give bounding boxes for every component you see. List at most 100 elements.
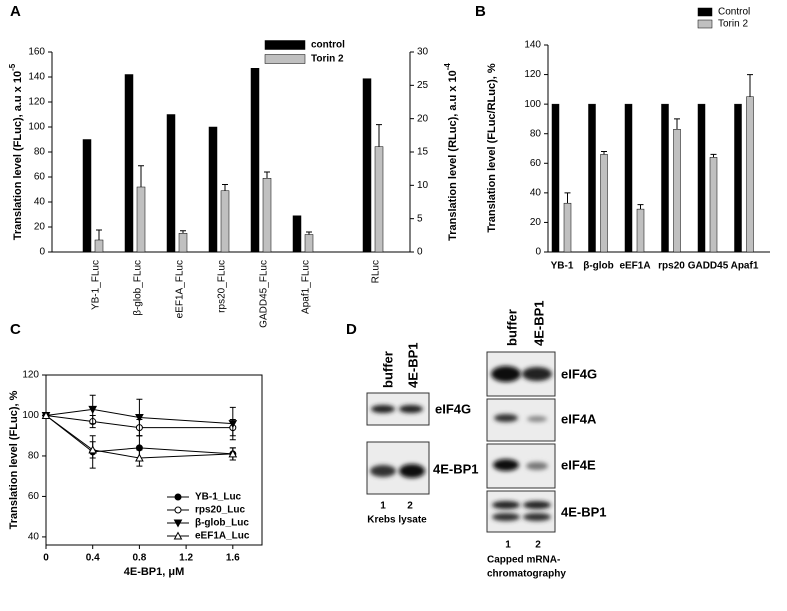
y2-axis-label: Translation level (RLuc), a.u x 10-4 — [443, 63, 459, 241]
y-tick-label: 60 — [28, 491, 40, 502]
x-tick-label: β-glob — [583, 261, 614, 272]
bar — [673, 129, 681, 253]
lane-header: 4E-BP1 — [405, 342, 420, 388]
blots: buffer 4E-BP1 eIF4G 4E-BP1 1 2 Krebs lys… — [366, 300, 607, 580]
y2-tick-label: 30 — [417, 47, 429, 58]
y2-tick-label: 5 — [417, 213, 423, 224]
y-tick-label: 40 — [28, 532, 40, 543]
legend-label: YB-1_Luc — [195, 492, 242, 503]
x-tick-label: 1.6 — [226, 553, 240, 564]
bar — [709, 157, 718, 253]
marker — [228, 449, 238, 458]
bar — [374, 146, 384, 253]
marker — [228, 420, 238, 429]
legend-label: control — [311, 40, 345, 51]
lane-header: 4E-BP1 — [531, 300, 546, 346]
blot-label: 4E-BP1 — [433, 461, 479, 476]
series-line — [45, 414, 233, 429]
y-tick-label: 120 — [28, 97, 45, 108]
bar — [220, 190, 230, 253]
y-tick-label: 20 — [530, 217, 542, 228]
y-tick-label: 80 — [28, 451, 40, 462]
blot-caption: Capped mRNA- — [487, 555, 560, 566]
x-tick-label: Apaf1_FLuc — [301, 260, 312, 314]
bar — [551, 103, 560, 253]
band — [526, 462, 548, 470]
y-tick-label: 40 — [34, 197, 46, 208]
error-bar — [674, 118, 680, 130]
y-tick-label: 120 — [524, 69, 541, 80]
series-line — [45, 415, 233, 459]
bar — [563, 202, 572, 253]
legend-label: β-glob_Luc — [195, 518, 249, 529]
bar — [600, 154, 608, 253]
bar — [292, 215, 302, 253]
bar — [94, 239, 104, 253]
band — [371, 405, 395, 413]
blot-label: eIF4G — [561, 366, 597, 381]
y-tick-label: 80 — [34, 147, 46, 158]
bar — [588, 103, 596, 253]
bar — [262, 178, 272, 253]
bar — [734, 103, 742, 253]
error-bar — [138, 165, 144, 187]
y-tick-label: 100 — [22, 410, 39, 421]
blot-caption: chromatography — [487, 569, 566, 580]
y2-tick-label: 15 — [417, 147, 429, 158]
panel-letter: B — [475, 3, 486, 20]
panel-letter: A — [10, 3, 21, 20]
x-tick-label: 0 — [43, 553, 49, 564]
blot-label: eIF4A — [561, 411, 597, 426]
error-bar — [747, 74, 753, 97]
series-line — [45, 415, 233, 455]
blot-label: eIF4E — [561, 457, 596, 472]
x-tick-label: eEF1A_FLuc — [175, 260, 186, 318]
y2-axis-label-text: Translation level (RLuc), a.u x 10 — [447, 70, 459, 241]
legend-swatch — [264, 54, 306, 64]
bar — [136, 186, 146, 253]
band — [370, 465, 396, 477]
error-bar — [710, 153, 717, 158]
bar — [697, 103, 706, 253]
x-tick-label: 0.8 — [132, 553, 146, 564]
legend-marker — [173, 519, 183, 528]
band — [522, 367, 552, 381]
y2-axis-label-exponent: -4 — [443, 63, 452, 71]
y-axis-label: Translation level (FLuc), a.u x 10-5 — [8, 63, 24, 240]
x-tick-label: 1.2 — [179, 553, 193, 564]
x-tick-label: RLuc — [371, 260, 382, 283]
bar — [250, 68, 260, 253]
blot-label: eIF4G — [435, 401, 471, 416]
x-tick-label: GADD45_FLuc — [259, 260, 270, 328]
bar — [624, 103, 633, 253]
y-tick-label: 140 — [28, 72, 45, 83]
y-tick-label: 60 — [34, 172, 46, 183]
x-tick-label: Apaf1 — [731, 261, 759, 272]
x-tick-label: YB-1_FLuc — [91, 260, 102, 310]
y-tick-label: 160 — [28, 47, 45, 58]
lane-number: 2 — [535, 540, 541, 551]
legend-marker — [173, 531, 183, 540]
bar — [178, 233, 188, 253]
bar — [82, 139, 92, 253]
error-bar — [89, 394, 96, 425]
legend-marker — [174, 506, 182, 514]
legend-label: Torin 2 — [311, 54, 344, 65]
marker — [135, 453, 144, 462]
error-bar — [564, 192, 571, 204]
marker — [41, 410, 51, 419]
lane-number: 1 — [505, 540, 511, 551]
series-line — [45, 408, 233, 425]
y2-tick-label: 20 — [417, 113, 429, 124]
band — [492, 501, 520, 509]
bar — [746, 96, 754, 253]
bar — [166, 114, 176, 253]
y-tick-label: 100 — [524, 99, 541, 110]
band — [399, 464, 425, 478]
y2-tick-label: 0 — [417, 247, 423, 258]
legend-swatch — [697, 19, 713, 29]
plot-frame — [45, 374, 263, 546]
x-tick-label: eEF1A — [619, 261, 650, 272]
bar — [636, 208, 645, 253]
band — [523, 513, 551, 521]
